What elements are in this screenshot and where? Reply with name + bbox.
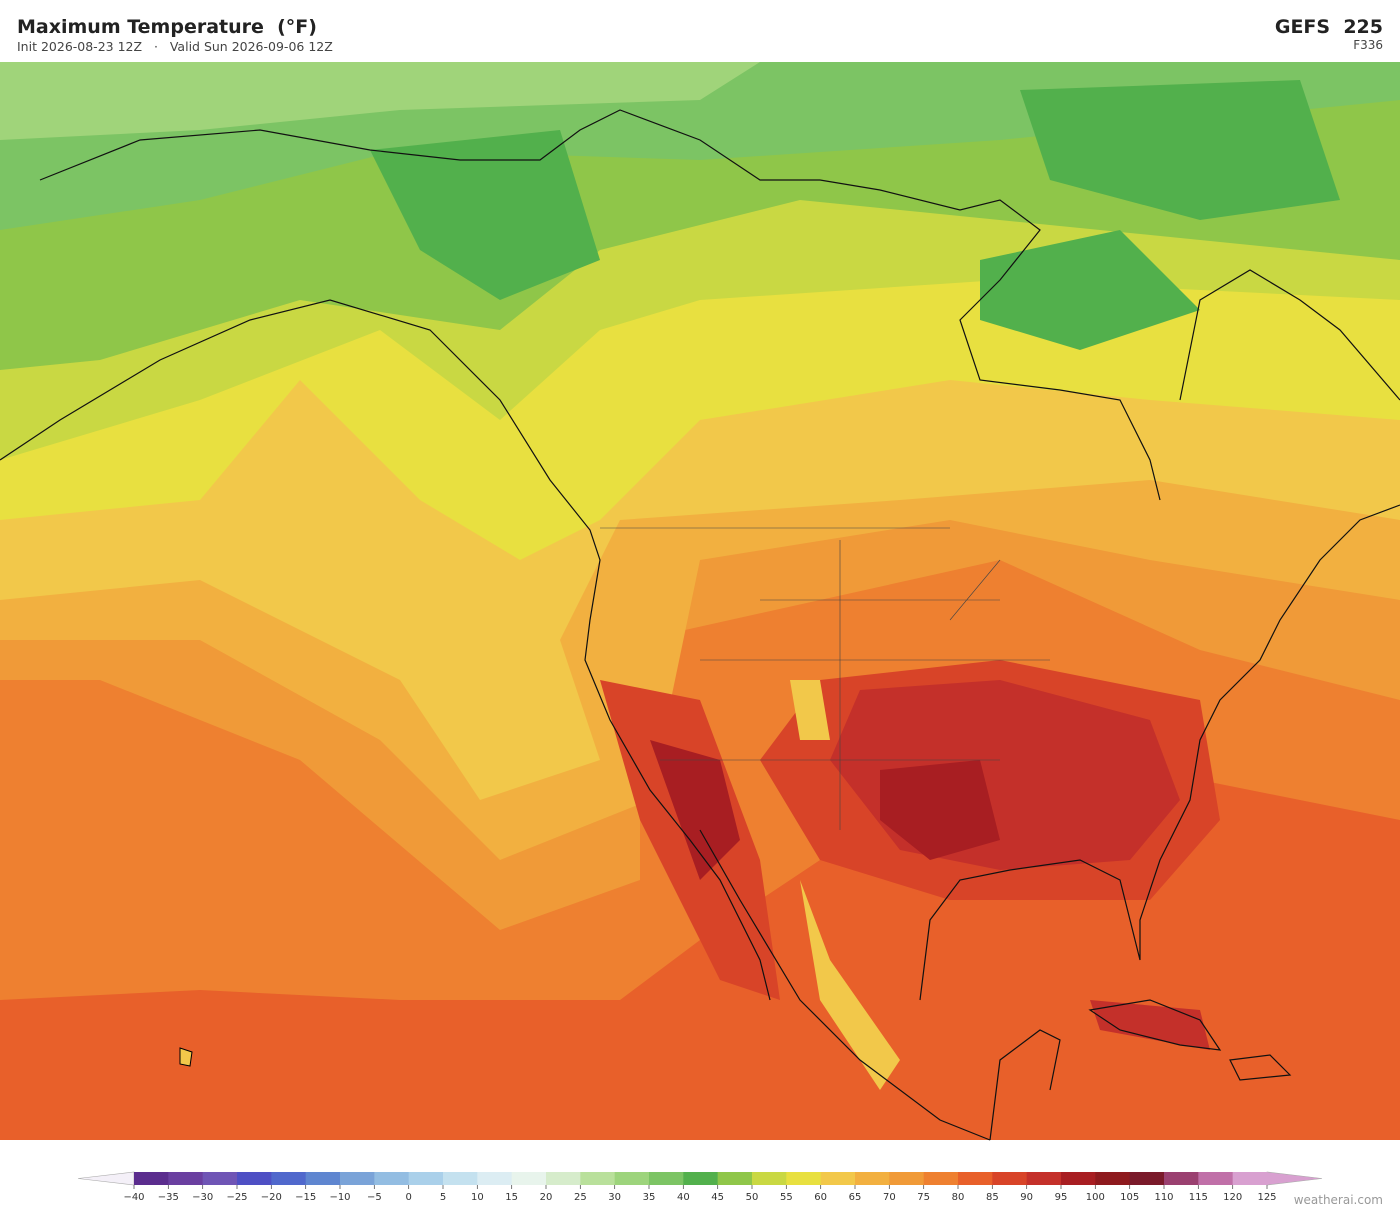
colorbar-tick-label: 45 (711, 1192, 724, 1203)
colorbar-tick-label: 25 (574, 1192, 587, 1203)
colorbar-tick-label: 20 (540, 1192, 553, 1203)
colorbar: −40 −35 −30 −25 −20 −15 −10 −5 0 5 10 15 20 25 30 35 40 4… (77, 1171, 1323, 1203)
model-label: GEFS 225 (1274, 16, 1383, 38)
colorbar-tick-label: 55 (780, 1192, 793, 1203)
colorbar-segment (958, 1172, 993, 1185)
colorbar-tick-label: 80 (952, 1192, 965, 1203)
colorbar-segment (443, 1172, 478, 1185)
colorbar-segment (305, 1172, 341, 1185)
colorbar-tick-label: 110 (1154, 1192, 1173, 1203)
colorbar-tick-label: 60 (814, 1192, 827, 1203)
colorbar-segment (649, 1172, 684, 1185)
temperature-map (0, 62, 1400, 1140)
colorbar-tick-label: 30 (608, 1192, 621, 1203)
colorbar-tick-label: 115 (1189, 1192, 1208, 1203)
colorbar-segment (202, 1172, 238, 1185)
colorbar-tick-label: 15 (505, 1192, 518, 1203)
colorbar-segment (134, 1172, 169, 1185)
colorbar-segment (511, 1172, 547, 1185)
colorbar-segment (271, 1172, 307, 1185)
colorbar-segment (1232, 1172, 1268, 1185)
colorbar-segment (923, 1172, 959, 1185)
colorbar-segment (992, 1172, 1028, 1185)
colorbar-segment (717, 1172, 753, 1185)
map-title: Maximum Temperature (°F) (17, 16, 317, 38)
colorbar-tick-label: 10 (471, 1192, 484, 1203)
colorbar-tick-label: 120 (1223, 1192, 1242, 1203)
colorbar-tick-label: −10 (329, 1192, 350, 1203)
colorbar-tick-label: 75 (917, 1192, 930, 1203)
colorbar-segment (683, 1172, 719, 1185)
colorbar-segment (1198, 1172, 1234, 1185)
colorbar-segment (614, 1172, 650, 1185)
colorbar-segment (1129, 1172, 1165, 1185)
colorbar-tick-label: 65 (849, 1192, 862, 1203)
colorbar-tick-label: 0 (405, 1192, 411, 1203)
colorbar-tick-label: 35 (643, 1192, 656, 1203)
colorbar-segment (237, 1172, 272, 1185)
colorbar-tick-label: 95 (1055, 1192, 1068, 1203)
colorbar-segment (855, 1172, 890, 1185)
colorbar-segment (340, 1172, 375, 1185)
colorbar-segment (1095, 1172, 1131, 1185)
forecast-hour: F336 (1353, 38, 1383, 52)
colorbar-tick-label: 105 (1120, 1192, 1139, 1203)
watermark: weatherai.com (1293, 1193, 1383, 1207)
colorbar-tick-label: 100 (1086, 1192, 1105, 1203)
map-subtitle: Init 2026-08-23 12Z · Valid Sun 2026-09-… (17, 39, 333, 54)
colorbar-over (1266, 1171, 1323, 1186)
colorbar-tick-label: 70 (883, 1192, 896, 1203)
colorbar-segment (580, 1172, 616, 1185)
colorbar-segment (168, 1172, 204, 1185)
colorbar-segment (408, 1172, 444, 1185)
colorbar-segment (820, 1172, 856, 1185)
colorbar-tick-label: −40 (123, 1192, 144, 1203)
colorbar-tick-label: −20 (261, 1192, 282, 1203)
colorbar-tick-label: 50 (746, 1192, 759, 1203)
colorbar-segment (1026, 1172, 1062, 1185)
colorbar-tick-label: 90 (1020, 1192, 1033, 1203)
colorbar-tick-label: −15 (295, 1192, 316, 1203)
colorbar-tick-label: 40 (677, 1192, 690, 1203)
colorbar-tick-label: 125 (1257, 1192, 1276, 1203)
colorbar-tick-label: 85 (986, 1192, 999, 1203)
coastlines (0, 109, 1400, 1141)
colorbar-tick-label: −5 (367, 1192, 382, 1203)
colorbar-under (77, 1171, 135, 1186)
colorbar-tick-label: −25 (226, 1192, 247, 1203)
colorbar-segment (786, 1172, 822, 1185)
colorbar-tick-label: −30 (192, 1192, 213, 1203)
colorbar-tick-label: −35 (158, 1192, 179, 1203)
colorbar-segment (1061, 1172, 1096, 1185)
colorbar-segment (546, 1172, 581, 1185)
colorbar-segment (477, 1172, 513, 1185)
colorbar-segment (752, 1172, 787, 1185)
colorbar-tick-label: 5 (440, 1192, 446, 1203)
colorbar-segment (374, 1172, 410, 1185)
colorbar-segment (889, 1172, 925, 1185)
colorbar-segment (1164, 1172, 1199, 1185)
